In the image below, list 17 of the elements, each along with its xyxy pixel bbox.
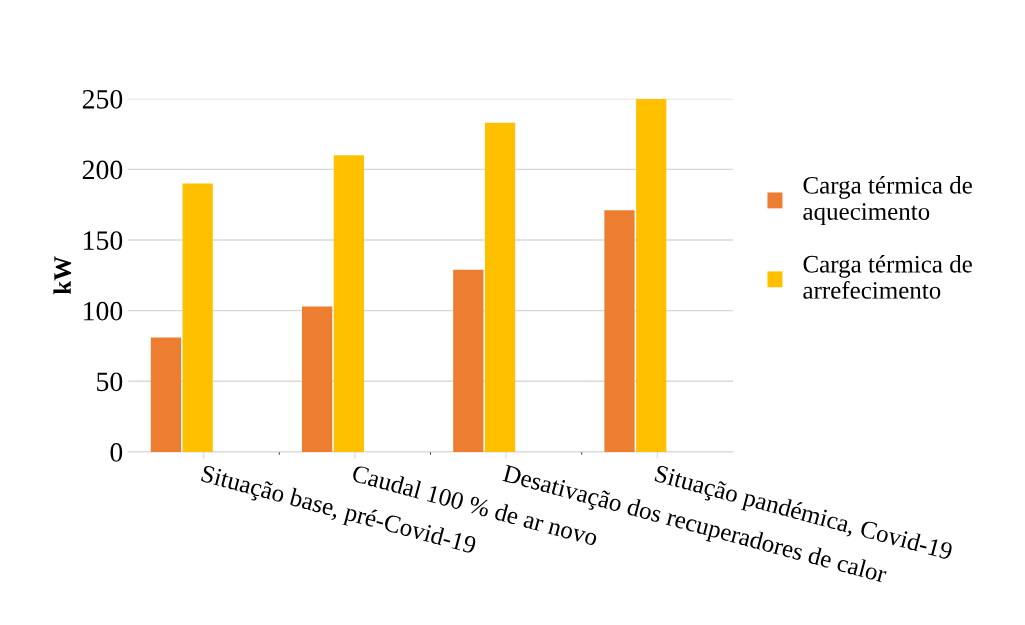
bar: [453, 269, 484, 452]
bar: [604, 210, 635, 452]
bar: [301, 306, 333, 452]
y-tick-label: 150: [84, 231, 123, 250]
bar: [636, 98, 667, 452]
y-tick-label: 100: [84, 301, 123, 321]
y-axis-title: kW: [53, 256, 72, 295]
y-tick-label: 250: [82, 89, 123, 109]
y-tick-label: 50: [97, 372, 123, 392]
bar: [150, 337, 182, 452]
y-tick-label: 200: [82, 160, 123, 180]
legend-label: Carga térmica de arrefecimento: [803, 255, 972, 299]
bar: [333, 155, 364, 452]
legend-label: Carga térmica de aquecimento: [803, 176, 972, 225]
bar: [182, 183, 213, 452]
y-tick-label: 0: [110, 443, 123, 462]
bar: [484, 122, 516, 452]
